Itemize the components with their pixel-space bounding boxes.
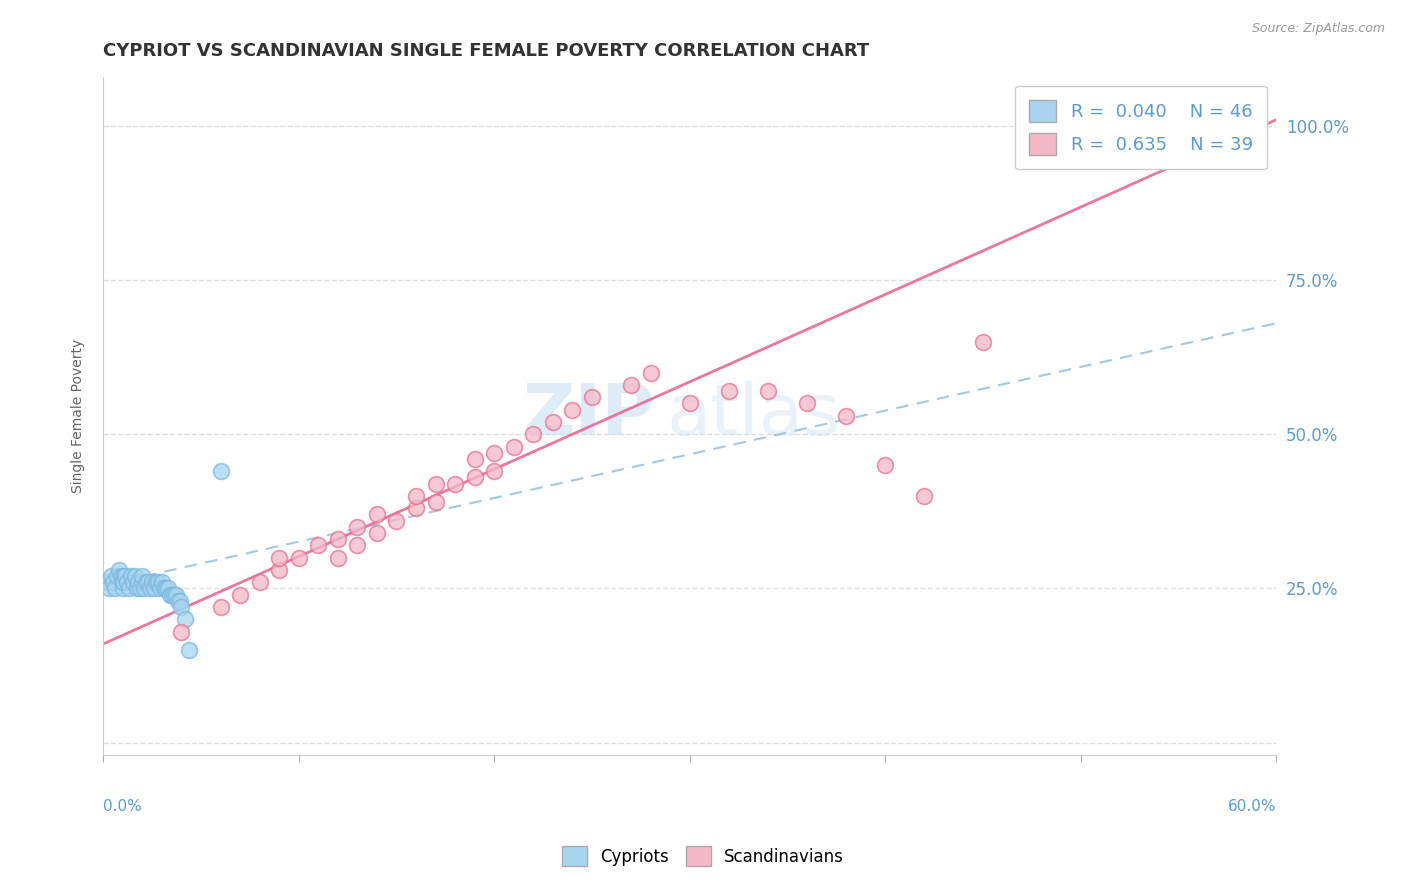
Point [405, 501, 427, 516]
Point [156, 582, 179, 596]
Point [875, 458, 897, 472]
Point [145, 575, 167, 590]
Text: CYPRIOT VS SCANDINAVIAN SINGLE FEMALE POVERTY CORRELATION CHART: CYPRIOT VS SCANDINAVIAN SINGLE FEMALE PO… [103, 42, 869, 60]
Point [170, 599, 193, 614]
Point [146, 575, 169, 590]
Point [366, 508, 388, 522]
Text: ZIP: ZIP [522, 381, 655, 450]
Point [121, 575, 143, 590]
Point [160, 588, 183, 602]
Point [120, 569, 142, 583]
Point [269, 550, 291, 565]
Text: 60.0%: 60.0% [1227, 799, 1277, 814]
Point [125, 582, 148, 596]
Point [150, 575, 173, 590]
Point [115, 575, 138, 590]
Point [165, 588, 187, 602]
Point [155, 582, 177, 596]
Point [346, 520, 368, 534]
Point [169, 593, 191, 607]
Point [118, 582, 141, 596]
Point [153, 582, 176, 596]
Point [105, 569, 128, 583]
Point [484, 464, 506, 478]
Point [166, 593, 188, 607]
Point [179, 643, 201, 657]
Point [136, 575, 159, 590]
Point [835, 409, 858, 423]
Point [131, 575, 153, 590]
Point [287, 550, 309, 565]
Y-axis label: Single Female Poverty: Single Female Poverty [72, 339, 86, 493]
Point [141, 575, 163, 590]
Point [756, 384, 779, 398]
Point [111, 582, 134, 596]
Point [425, 476, 447, 491]
Point [174, 612, 197, 626]
Point [502, 440, 524, 454]
Point [143, 582, 166, 596]
Point [912, 489, 935, 503]
Point [326, 532, 349, 546]
Point [96, 575, 118, 590]
Point [229, 588, 252, 602]
Point [346, 538, 368, 552]
Point [159, 588, 181, 602]
Point [101, 575, 124, 590]
Point [124, 569, 146, 583]
Text: 0.0%: 0.0% [103, 799, 142, 814]
Point [100, 569, 122, 583]
Point [131, 569, 153, 583]
Point [269, 563, 291, 577]
Point [717, 384, 740, 398]
Point [425, 495, 447, 509]
Point [111, 569, 134, 583]
Legend: R =  0.040    N = 46, R =  0.635    N = 39: R = 0.040 N = 46, R = 0.635 N = 39 [1015, 86, 1267, 169]
Point [104, 582, 127, 596]
Point [640, 366, 662, 380]
Point [139, 582, 162, 596]
Point [796, 396, 818, 410]
Point [127, 575, 149, 590]
Point [134, 582, 156, 596]
Point [249, 575, 271, 590]
Point [541, 415, 564, 429]
Point [620, 378, 643, 392]
Point [209, 599, 232, 614]
Point [679, 396, 702, 410]
Point [129, 582, 152, 596]
Point [108, 563, 131, 577]
Point [522, 427, 544, 442]
Point [135, 575, 157, 590]
Text: Source: ZipAtlas.com: Source: ZipAtlas.com [1251, 22, 1385, 36]
Point [170, 624, 193, 639]
Point [163, 588, 186, 602]
Point [405, 489, 427, 503]
Point [366, 525, 388, 540]
Legend: Cypriots, Scandinavians: Cypriots, Scandinavians [554, 838, 852, 875]
Point [98, 582, 121, 596]
Point [484, 446, 506, 460]
Point [561, 402, 583, 417]
Text: atlas: atlas [666, 381, 841, 450]
Point [110, 569, 132, 583]
Point [149, 582, 172, 596]
Point [111, 575, 134, 590]
Point [972, 334, 994, 349]
Point [385, 514, 408, 528]
Point [444, 476, 467, 491]
Point [209, 464, 232, 478]
Point [464, 470, 486, 484]
Point [326, 550, 349, 565]
Point [464, 451, 486, 466]
Point [581, 390, 603, 404]
Point [111, 575, 134, 590]
Point [114, 569, 136, 583]
Point [307, 538, 329, 552]
